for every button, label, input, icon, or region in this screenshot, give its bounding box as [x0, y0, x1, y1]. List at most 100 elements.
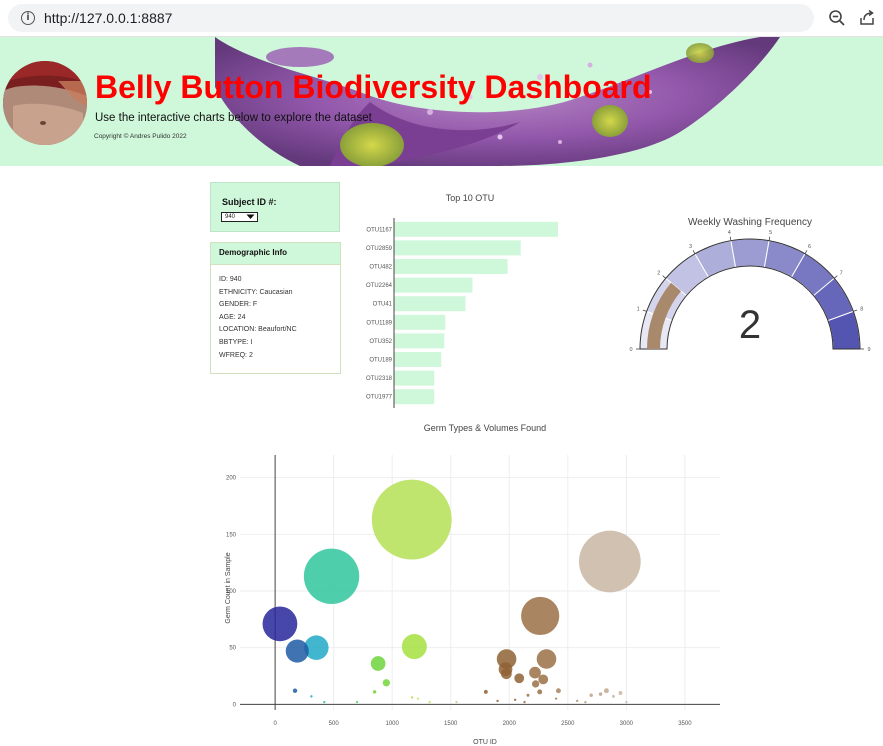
bubble-point-30: [410, 696, 414, 699]
bar-label-otu352: OTU352: [369, 339, 392, 345]
bubble-point-5: [401, 634, 427, 660]
gauge-tick-5: [768, 236, 771, 241]
bar-otu41: [394, 296, 466, 312]
subject-select-value: 940: [225, 214, 236, 220]
gauge-tick-3: [692, 250, 696, 254]
header-banner: Belly Button Biodiversity Dashboard Use …: [0, 37, 883, 166]
bar-label-otu1167: OTU1167: [366, 227, 392, 233]
gauge-step-7: [812, 277, 855, 322]
bar-label-otu1977: OTU1977: [366, 395, 393, 401]
gauge-tick-2: [662, 275, 666, 279]
bar-otu1189: [394, 314, 446, 330]
gauge-value-bar: [647, 282, 682, 349]
zoom-out-icon[interactable]: [828, 9, 846, 27]
bubble-point-21: [618, 691, 623, 695]
gauge-step-6: [790, 253, 835, 297]
bubble-point-36: [455, 700, 458, 704]
gauge-tick-label-1: 1: [637, 306, 640, 312]
bar-otu2264: [394, 277, 473, 293]
bubble-point-40: [584, 700, 587, 704]
url-port: :8887: [137, 10, 173, 26]
demo-location: LOCATION: Beaufort/NC: [219, 326, 297, 334]
bubble-xtick-2500: 2500: [561, 721, 575, 727]
bubble-point-9: [496, 649, 517, 669]
bubble-point-33: [513, 698, 517, 701]
gauge-step-2: [665, 253, 710, 297]
bubble-point-39: [323, 700, 326, 704]
bubble-point-29: [310, 695, 313, 698]
bubble-point-10: [370, 656, 386, 671]
bubble-point-1: [578, 530, 641, 593]
address-bar[interactable]: i http://127.0.0.1:8887: [8, 4, 814, 32]
bubble-point-18: [537, 689, 543, 695]
gauge-tick-4: [729, 236, 732, 241]
gauge-tick-label-9: 9: [867, 347, 870, 353]
bubble-ytick-200: 200: [226, 476, 237, 482]
bar-otu352: [394, 333, 445, 349]
bubble-point-25: [483, 689, 488, 694]
url-text[interactable]: http://127.0.0.1:8887: [44, 10, 172, 26]
demographic-panel: Demographic Info ID: 940 ETHNICITY: Cauc…: [210, 242, 341, 374]
page-title: Belly Button Biodiversity Dashboard: [95, 69, 652, 105]
gauge-value-number: 2: [739, 303, 761, 347]
browser-toolbar: i http://127.0.0.1:8887: [0, 0, 883, 37]
bubble-point-22: [292, 688, 298, 693]
bubble-ytick-0: 0: [233, 702, 237, 708]
demo-bbtype: BBTYPE: I: [219, 338, 253, 346]
banner-microbe-image: [215, 37, 780, 166]
bar-label-otu189: OTU189: [369, 358, 392, 364]
url-host: 127.0.0.1: [79, 10, 138, 26]
bubble-point-12: [500, 668, 512, 680]
bubble-point-23: [598, 692, 603, 696]
gauge-step-4: [730, 238, 770, 268]
bubble-point-17: [382, 679, 391, 687]
bubble-point-37: [523, 700, 526, 704]
bubble-xtick-3000: 3000: [620, 721, 634, 727]
gauge-tick-label-4: 4: [728, 230, 731, 236]
bubble-point-8: [536, 649, 557, 669]
bubble-point-2: [303, 548, 360, 604]
bar-otu1167: [394, 221, 558, 237]
gauge-tick-label-0: 0: [629, 347, 632, 353]
bubble-point-14: [514, 673, 525, 684]
gauge-tick-label-6: 6: [808, 244, 811, 250]
demo-wfreq: WFREQ: 2: [219, 351, 253, 359]
gauge-tick-label-7: 7: [840, 271, 843, 277]
chevron-down-icon: [246, 214, 255, 219]
demo-ethnicity: ETHNICITY: Caucasian: [219, 288, 293, 296]
info-icon[interactable]: i: [21, 11, 35, 25]
bubble-point-15: [538, 674, 549, 685]
bar-label-otu1189: OTU1189: [366, 320, 392, 326]
bar-otu189: [394, 352, 442, 367]
demo-gender: GENDER: F: [219, 301, 258, 309]
bubble-point-35: [575, 699, 579, 703]
bubble-xtick-2000: 2000: [503, 721, 517, 727]
bubble-point-20: [603, 688, 609, 694]
bubble-point-16: [531, 680, 540, 688]
bubble-ytick-100: 100: [226, 589, 237, 595]
bubble-point-26: [372, 690, 377, 694]
bubble-xlabel: OTU ID: [473, 739, 497, 746]
gauge-tick-label-8: 8: [860, 306, 863, 312]
bubble-point-41: [625, 700, 628, 704]
bubble-xtick-1000: 1000: [386, 721, 400, 727]
bubble-xtick-1500: 1500: [444, 721, 458, 727]
share-icon[interactable]: [858, 9, 876, 27]
avatar: [3, 61, 87, 145]
bubble-point-31: [416, 697, 420, 700]
gauge-step-3: [694, 240, 737, 278]
bar-otu2318: [394, 370, 435, 386]
bubble-point-24: [589, 693, 593, 697]
subject-select[interactable]: 940: [221, 212, 258, 222]
gauge-step-8: [827, 310, 861, 350]
bubble-point-27: [526, 693, 530, 697]
gauge-tick-7: [834, 275, 838, 279]
bar-otu1977: [394, 389, 435, 405]
subject-panel: Subject ID #: 940: [210, 182, 340, 232]
demographic-header: Demographic Info: [211, 243, 340, 265]
bubble-point-13: [529, 666, 541, 679]
bubble-point-32: [554, 697, 558, 700]
bubble-point-11: [498, 662, 513, 677]
bubble-point-6: [304, 635, 329, 660]
bar-label-otu2264: OTU2264: [366, 283, 393, 289]
